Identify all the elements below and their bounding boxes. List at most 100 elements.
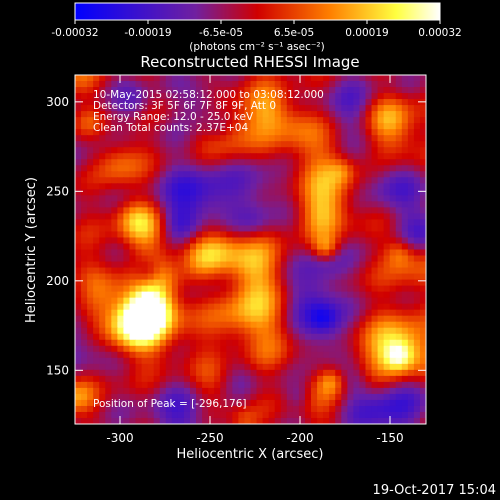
heatmap-cell: [99, 165, 106, 172]
heatmap-cell: [171, 387, 179, 395]
heatmap-cell: [317, 315, 324, 323]
heatmap-cell: [298, 321, 306, 329]
heatmap-cell: [202, 381, 209, 389]
heatmap-cell: [280, 237, 288, 245]
heatmap-cell: [202, 159, 209, 166]
heatmap-cell: [329, 219, 336, 227]
heatmap-cell: [123, 327, 131, 335]
heatmap-cell: [135, 219, 143, 227]
heatmap-cell: [232, 111, 239, 118]
heatmap-cell: [75, 249, 82, 257]
heatmap-cell: [292, 369, 300, 377]
heatmap-cell: [159, 399, 167, 407]
heatmap-cell: [359, 123, 367, 130]
heatmap-cell: [371, 87, 379, 94]
heatmap-cell: [383, 291, 391, 299]
heatmap-cell: [419, 231, 426, 239]
heatmap-cell: [407, 81, 415, 88]
heatmap-cell: [383, 309, 391, 317]
x-axis-ticks: -300 -250 -200 -150: [106, 75, 404, 445]
heatmap-cell: [123, 417, 131, 424]
heatmap-cell: [232, 201, 239, 208]
heatmap-cell: [202, 339, 209, 347]
heatmap-cell: [208, 285, 215, 293]
heatmap-cell: [383, 327, 391, 335]
heatmap-cell: [292, 105, 300, 112]
heatmap-cell: [117, 249, 125, 257]
heatmap-cell: [383, 273, 391, 281]
heatmap-cell: [256, 249, 264, 257]
heatmap-cell: [268, 309, 276, 317]
heatmap-cell: [311, 411, 318, 419]
heatmap-cell: [365, 123, 373, 130]
heatmap-cell: [359, 171, 367, 178]
heatmap-cell: [347, 225, 354, 233]
heatmap-cell: [183, 153, 191, 160]
heatmap-cell: [395, 189, 403, 196]
heatmap-cell: [286, 249, 294, 257]
heatmap-cell: [99, 273, 106, 281]
heatmap-cell: [280, 297, 288, 305]
heatmap-cell: [389, 363, 397, 371]
heatmap-cell: [280, 153, 288, 160]
heatmap-cell: [292, 177, 300, 184]
heatmap-cell: [141, 177, 149, 184]
heatmap-cell: [189, 111, 197, 118]
heatmap-cell: [268, 273, 276, 281]
heatmap-cell: [135, 87, 143, 94]
heatmap-cell: [311, 261, 318, 269]
heatmap-cell: [383, 405, 391, 413]
heatmap-cell: [298, 171, 306, 178]
heatmap-cell: [75, 225, 82, 233]
heatmap-cell: [256, 393, 264, 401]
heatmap-cell: [99, 315, 106, 323]
heatmap-cell: [419, 159, 426, 166]
heatmap-cell: [323, 339, 330, 347]
heatmap-cell: [256, 267, 264, 275]
heatmap-cell: [171, 297, 179, 305]
heatmap-cell: [311, 291, 318, 299]
heatmap-cell: [81, 159, 88, 166]
heatmap-cell: [99, 399, 106, 407]
heatmap-cell: [177, 123, 185, 130]
heatmap-cell: [159, 153, 167, 160]
heatmap-cell: [117, 111, 125, 118]
heatmap-cell: [87, 195, 94, 202]
peak-position-label: Position of Peak = [-296,176]: [93, 398, 247, 410]
heatmap-cell: [323, 213, 330, 221]
heatmap-cell: [341, 135, 348, 142]
heatmap-cell: [111, 75, 118, 82]
heatmap-cell: [214, 291, 221, 299]
heatmap-cell: [311, 333, 318, 341]
heatmap-cell: [401, 111, 409, 118]
heatmap-cell: [353, 219, 361, 227]
heatmap-cell: [353, 129, 361, 136]
heatmap-cell: [129, 273, 137, 281]
heatmap-cell: [196, 195, 203, 202]
heatmap-cell: [220, 237, 227, 245]
heatmap-cell: [395, 171, 403, 178]
heatmap-cell: [353, 291, 361, 299]
heatmap-cell: [298, 363, 306, 371]
heatmap-cell: [147, 297, 155, 305]
heatmap-cell: [105, 213, 112, 221]
heatmap-cell: [347, 87, 354, 94]
heatmap-cell: [238, 315, 246, 323]
heatmap-cell: [117, 99, 125, 106]
heatmap-cell: [238, 207, 246, 214]
heatmap-cell: [226, 105, 233, 112]
heatmap-cell: [244, 297, 252, 305]
heatmap-cell: [401, 327, 409, 335]
heatmap-cell: [329, 201, 336, 208]
heatmap-cell: [226, 99, 233, 106]
heatmap-cell: [335, 315, 342, 323]
heatmap-cell: [304, 297, 312, 305]
heatmap-cell: [196, 303, 203, 311]
heatmap-cell: [129, 381, 137, 389]
heatmap-cell: [389, 189, 397, 196]
heatmap-cell: [341, 327, 348, 335]
heatmap-cell: [413, 153, 421, 160]
heatmap-cell: [347, 159, 354, 166]
heatmap-cell: [81, 315, 88, 323]
heatmap-cell: [208, 369, 215, 377]
